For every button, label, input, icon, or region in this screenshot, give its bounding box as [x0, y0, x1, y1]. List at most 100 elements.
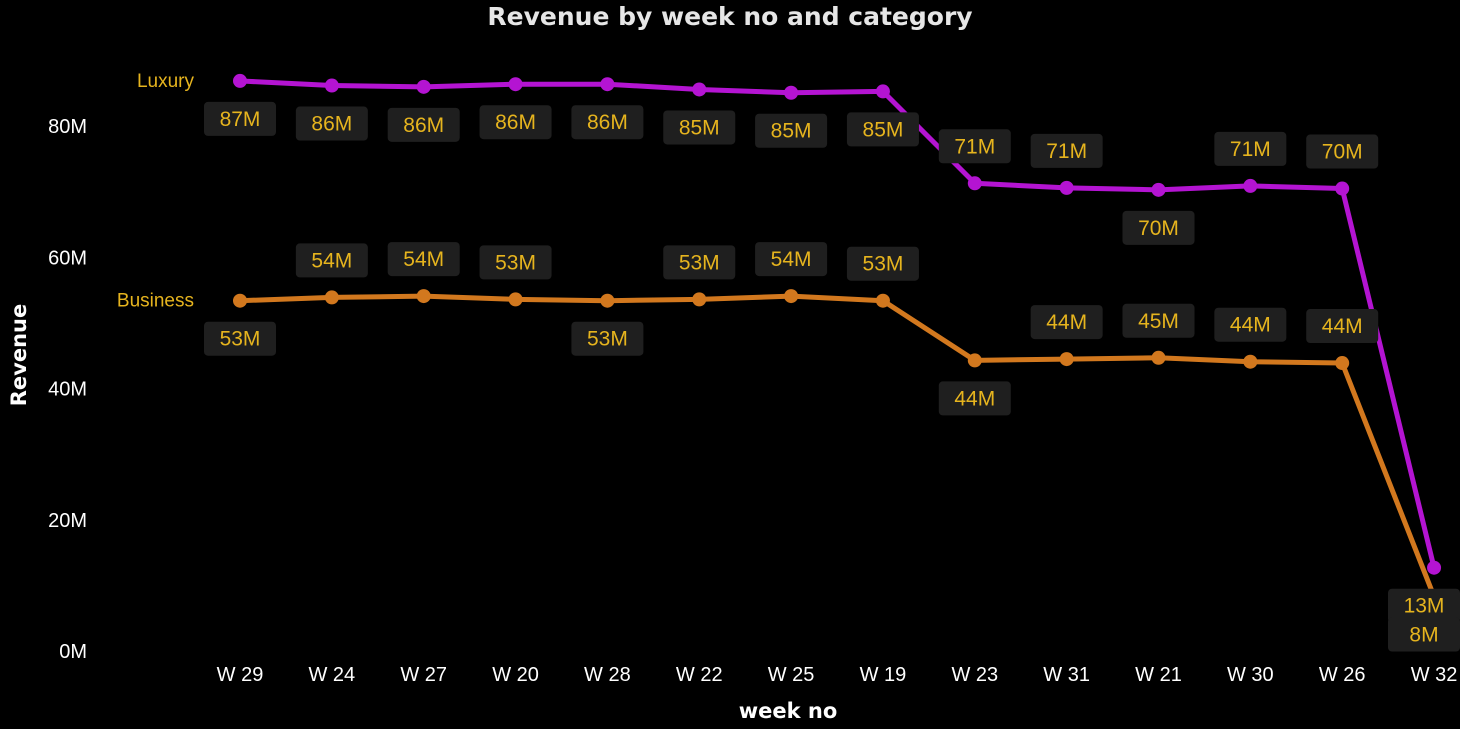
data-label-text: 71M — [954, 135, 995, 158]
data-label-bg — [938, 381, 1011, 416]
data-point-luxury — [1243, 178, 1258, 193]
data-point-luxury — [508, 77, 523, 92]
data-label-bg — [1030, 305, 1103, 340]
data-label: 53M — [479, 245, 552, 280]
x-tick-label: W 26 — [1319, 664, 1366, 686]
data-label-text: 87M — [220, 108, 261, 131]
data-label-text: 13M — [1404, 595, 1445, 618]
data-label-bg — [295, 243, 368, 278]
data-label-bg — [571, 321, 644, 356]
data-label-bg — [571, 105, 644, 140]
data-point-business — [784, 289, 799, 304]
data-label-bg — [755, 113, 828, 148]
y-axis-ticks: 0M 20M 40M 60M 80M — [48, 116, 87, 663]
data-labels: 87M 86M 86M 86M 86M 85M 85M 85M 71M 71M 70M 71M 70M 1… — [204, 101, 1460, 652]
data-label: 86M — [479, 105, 552, 140]
data-label: 86M — [295, 106, 368, 141]
data-point-luxury — [1427, 560, 1442, 575]
data-label-text: 71M — [1230, 138, 1271, 161]
x-tick-label: W 19 — [860, 664, 907, 686]
data-label-bg — [204, 101, 276, 136]
x-tick-label: W 24 — [309, 664, 356, 686]
series-line-business — [237, 293, 1437, 600]
x-tick-label: W 32 — [1411, 664, 1458, 686]
data-label-bg — [295, 106, 368, 141]
data-point-business — [1151, 350, 1166, 365]
data-label: 53M — [663, 245, 736, 280]
data-label: 53M — [204, 321, 276, 356]
series-lines — [237, 78, 1437, 600]
data-label: 45M — [1122, 303, 1195, 338]
data-label: 85M — [755, 113, 828, 148]
data-label-bg — [938, 129, 1011, 164]
data-point-business — [600, 293, 615, 308]
data-label: 44M — [938, 381, 1011, 416]
data-label-bg — [479, 105, 552, 140]
data-label-text: 53M — [220, 328, 261, 351]
data-label-text: 53M — [495, 251, 536, 274]
chart-title: Revenue by week no and category — [487, 2, 973, 31]
data-label-text: 8M — [1409, 624, 1438, 647]
data-label-bg — [846, 112, 919, 147]
data-label: 85M — [846, 112, 919, 147]
data-label-text: 54M — [771, 248, 812, 271]
data-label-bg — [663, 110, 736, 145]
y-tick-label: 40M — [48, 379, 87, 401]
data-label-text: 85M — [679, 116, 720, 139]
x-tick-label: W 30 — [1227, 664, 1274, 686]
x-tick-label: W 31 — [1043, 664, 1090, 686]
data-label: 44M — [1030, 305, 1103, 340]
data-point-luxury — [1151, 182, 1166, 197]
data-label-bg — [755, 242, 828, 277]
data-label-bg — [1122, 210, 1195, 245]
data-point-luxury — [692, 82, 707, 97]
data-label: 70M — [1306, 134, 1379, 169]
y-tick-label: 80M — [48, 116, 87, 138]
data-label-text: 71M — [1046, 140, 1087, 163]
series-points — [233, 73, 1442, 604]
y-tick-label: 60M — [48, 247, 87, 269]
data-label: 85M — [663, 110, 736, 145]
data-point-business — [967, 353, 982, 368]
data-label-bg — [1214, 307, 1287, 342]
x-tick-label: W 20 — [492, 664, 539, 686]
x-tick-label: W 27 — [400, 664, 447, 686]
data-label-text: 86M — [495, 111, 536, 134]
data-label-bg — [1306, 309, 1379, 344]
data-label-text: 85M — [863, 118, 904, 141]
data-point-business — [233, 293, 247, 308]
data-label: 71M — [1214, 131, 1287, 166]
data-label-bg — [1388, 588, 1460, 623]
data-label: 54M — [387, 242, 460, 277]
series-name-business: Business — [117, 291, 194, 312]
data-point-luxury — [875, 84, 890, 99]
data-label-text: 44M — [1322, 315, 1363, 338]
data-label: 53M — [846, 246, 919, 281]
x-tick-label: W 21 — [1135, 664, 1182, 686]
y-tick-label: 20M — [48, 510, 87, 532]
data-label: 44M — [1214, 307, 1287, 342]
data-label: 87M — [204, 101, 276, 136]
x-axis-title: week no — [739, 699, 838, 723]
data-label-text: 86M — [311, 113, 352, 136]
data-point-business — [1335, 356, 1350, 371]
data-label-bg — [663, 245, 736, 280]
data-point-luxury — [784, 85, 799, 100]
data-point-luxury — [416, 79, 431, 94]
data-label-text: 53M — [863, 253, 904, 276]
data-label: 86M — [387, 107, 460, 142]
data-label: 70M — [1122, 210, 1195, 245]
data-label-bg — [387, 242, 460, 277]
data-point-luxury — [324, 78, 339, 93]
x-tick-label: W 28 — [584, 664, 631, 686]
data-label-text: 54M — [311, 249, 352, 272]
data-label-text: 70M — [1138, 217, 1179, 240]
data-label-bg — [204, 321, 276, 356]
data-point-business — [1243, 354, 1258, 369]
data-label-bg — [1388, 617, 1460, 652]
data-label-text: 44M — [1046, 311, 1087, 334]
series-names: Luxury Business — [117, 71, 195, 312]
data-point-business — [692, 292, 707, 307]
data-label-text: 86M — [587, 111, 628, 134]
data-label: 71M — [1030, 133, 1103, 168]
